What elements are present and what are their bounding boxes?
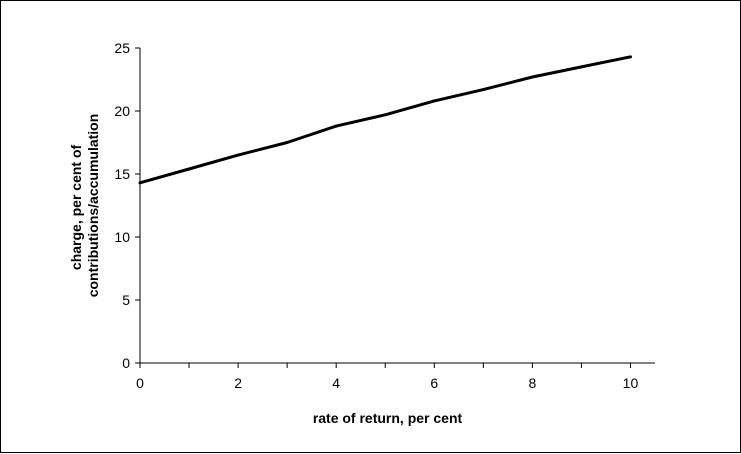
data-point bbox=[432, 99, 436, 103]
data-point bbox=[481, 88, 485, 92]
y-tick-label: 15 bbox=[114, 166, 130, 182]
y-tick-label: 0 bbox=[122, 355, 130, 371]
data-point bbox=[579, 65, 583, 69]
series bbox=[138, 55, 632, 185]
y-tick-label: 20 bbox=[114, 103, 130, 119]
data-point bbox=[628, 55, 632, 59]
data-point bbox=[334, 124, 338, 128]
series-line bbox=[139, 55, 631, 185]
y-axis-title: charge, per cent of contributions/accumu… bbox=[68, 114, 101, 298]
data-point bbox=[236, 153, 240, 157]
data-point bbox=[383, 113, 387, 117]
y-tick-label: 10 bbox=[114, 229, 130, 245]
data-point bbox=[187, 167, 191, 171]
y-ticks: 0 5 10 15 20 25 bbox=[114, 40, 140, 371]
x-tick-label: 8 bbox=[528, 375, 536, 391]
x-tick-label: 10 bbox=[623, 375, 639, 391]
y-axis-title-line-2: contributions/accumulation bbox=[85, 114, 101, 298]
x-tick-label: 2 bbox=[234, 375, 242, 391]
y-tick-label: 5 bbox=[122, 292, 130, 308]
data-point bbox=[285, 141, 289, 144]
data-point bbox=[530, 75, 534, 79]
y-tick-label: 25 bbox=[114, 40, 130, 56]
x-axis-title: rate of return, per cent bbox=[313, 410, 463, 426]
data-point bbox=[138, 181, 142, 185]
x-ticks: 0 2 4 6 8 10 bbox=[136, 363, 638, 391]
x-tick-label: 6 bbox=[430, 375, 438, 391]
x-tick-label: 4 bbox=[332, 375, 340, 391]
axes bbox=[139, 48, 655, 364]
y-axis-title-line-1: charge, per cent of bbox=[68, 144, 84, 270]
x-tick-label: 0 bbox=[136, 375, 144, 391]
